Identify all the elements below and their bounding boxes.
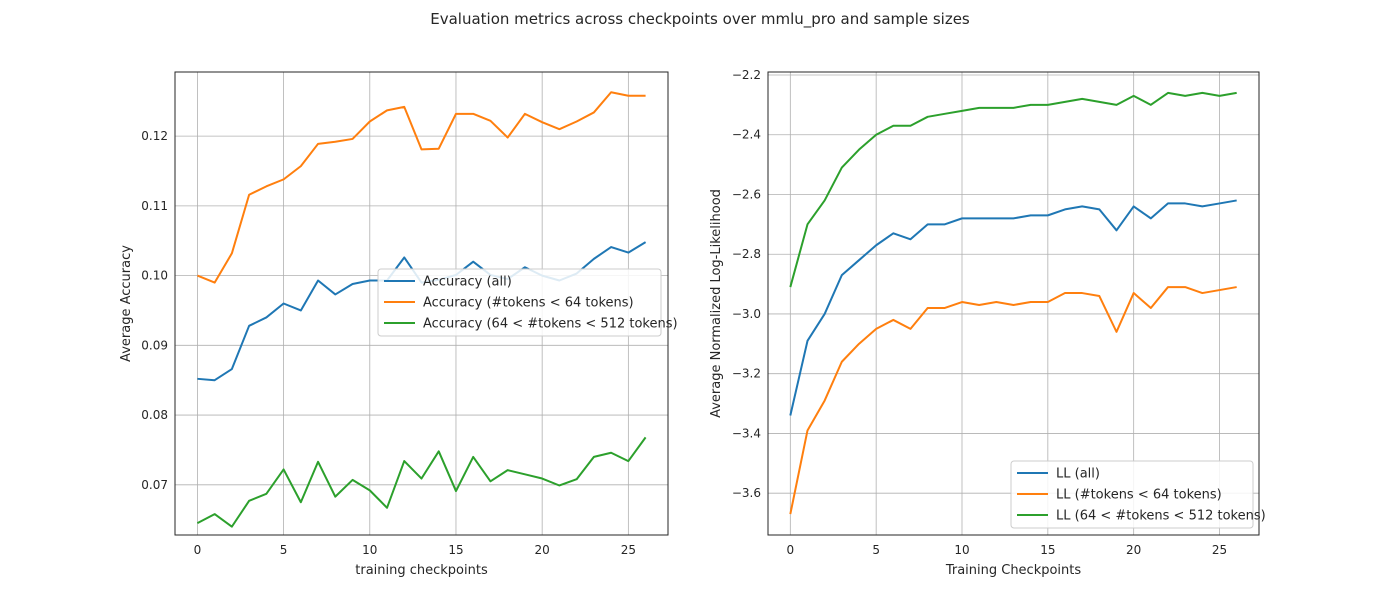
x-tick-label: 15	[448, 543, 463, 557]
x-tick-label: 20	[1126, 543, 1141, 557]
y-tick-label: −3.4	[732, 426, 761, 440]
y-tick-label: −3.6	[732, 486, 761, 500]
x-tick-label: 0	[194, 543, 202, 557]
x-tick-label: 25	[621, 543, 636, 557]
legend: LL (all) LL (#tokens < 64 tokens) LL (64 <…	[1010, 460, 1266, 529]
x-tick-label: 10	[954, 543, 969, 557]
x-axis-label: training checkpoints	[355, 563, 488, 578]
series-line-1	[197, 91, 646, 284]
y-tick-label: −2.8	[732, 247, 761, 261]
log-likelihood-chart: 0 5 10 15 20 25 −3.6 −3.4 −3.2 −3.0 −2.8 −2.6 −2.4 −2…	[709, 68, 1266, 578]
y-tick-label: −2.2	[732, 68, 761, 82]
accuracy-chart: 0 5 10 15 20 25 0.07 0.08 0.09 0.10 0.11 0.12 traini…	[119, 71, 678, 578]
series-line-2	[789, 91, 1237, 288]
legend-label: LL (64 < #tokens < 512 tokens)	[1056, 509, 1266, 524]
series-line-1	[789, 286, 1237, 515]
x-tick-label: 5	[872, 543, 880, 557]
x-tick-label: 10	[362, 543, 377, 557]
x-tick-label: 20	[535, 543, 550, 557]
y-tick-label: 0.09	[141, 338, 168, 352]
y-tick-label: 0.10	[141, 269, 168, 283]
x-tick-label: 0	[786, 543, 794, 557]
legend-box	[1010, 460, 1254, 529]
y-tick-label: −3.0	[732, 307, 761, 321]
legend: Accuracy (all) Accuracy (#tokens < 64 tok…	[377, 268, 678, 337]
legend-label: LL (all)	[1056, 467, 1100, 482]
y-tick-label: −3.2	[732, 367, 761, 381]
y-tick-label: −2.6	[732, 187, 761, 201]
legend-label: Accuracy (all)	[423, 275, 512, 290]
y-tick-label: 0.08	[141, 408, 168, 422]
x-axis-label: Training Checkpoints	[945, 563, 1082, 578]
series-line-0	[789, 199, 1237, 416]
y-tick-label: 0.11	[141, 199, 168, 213]
legend-label: LL (#tokens < 64 tokens)	[1056, 488, 1222, 503]
plot-frame	[174, 71, 669, 536]
figure-title: Evaluation metrics across checkpoints ov…	[430, 10, 970, 29]
x-tick-label: 25	[1212, 543, 1227, 557]
legend-label: Accuracy (#tokens < 64 tokens)	[423, 296, 634, 311]
legend-label: Accuracy (64 < #tokens < 512 tokens)	[423, 317, 678, 332]
y-axis-label: Average Accuracy	[119, 245, 134, 362]
y-tick-label: −2.4	[732, 128, 761, 142]
x-tick-label: 5	[280, 543, 288, 557]
series-line-2	[196, 436, 647, 528]
y-axis-label: Average Normalized Log-Likelihood	[709, 189, 724, 418]
legend-box	[377, 268, 662, 337]
plot-frame	[767, 71, 1260, 536]
x-tick-label: 15	[1040, 543, 1055, 557]
y-tick-label: 0.07	[141, 478, 168, 492]
y-tick-label: 0.12	[141, 129, 168, 143]
